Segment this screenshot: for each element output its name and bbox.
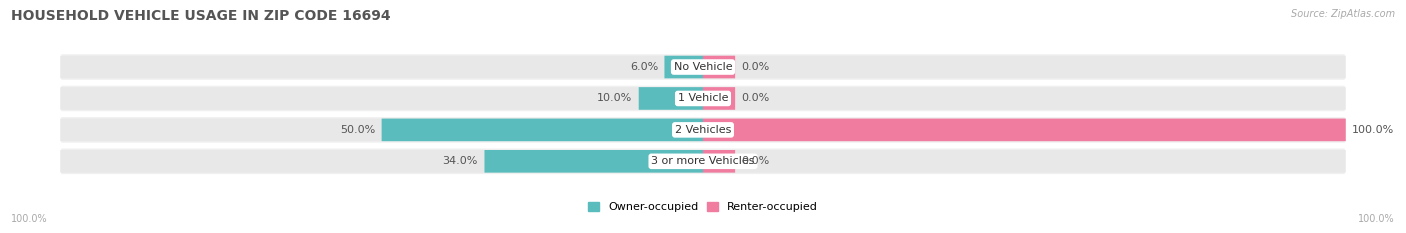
FancyBboxPatch shape: [60, 116, 1346, 144]
FancyBboxPatch shape: [485, 150, 703, 173]
FancyBboxPatch shape: [60, 150, 703, 173]
Text: 100.0%: 100.0%: [1358, 214, 1395, 224]
Text: 1 Vehicle: 1 Vehicle: [678, 93, 728, 103]
FancyBboxPatch shape: [60, 56, 703, 78]
FancyBboxPatch shape: [703, 119, 1346, 141]
FancyBboxPatch shape: [703, 87, 735, 110]
Text: No Vehicle: No Vehicle: [673, 62, 733, 72]
Text: 100.0%: 100.0%: [1353, 125, 1395, 135]
FancyBboxPatch shape: [703, 56, 735, 78]
FancyBboxPatch shape: [703, 56, 1346, 78]
FancyBboxPatch shape: [60, 119, 703, 141]
FancyBboxPatch shape: [665, 56, 703, 78]
Text: 0.0%: 0.0%: [741, 93, 770, 103]
FancyBboxPatch shape: [60, 147, 1346, 175]
FancyBboxPatch shape: [60, 85, 1346, 112]
Text: 50.0%: 50.0%: [340, 125, 375, 135]
FancyBboxPatch shape: [638, 87, 703, 110]
FancyBboxPatch shape: [703, 119, 1346, 141]
Text: Source: ZipAtlas.com: Source: ZipAtlas.com: [1291, 9, 1395, 19]
Text: 6.0%: 6.0%: [630, 62, 658, 72]
FancyBboxPatch shape: [703, 150, 1346, 173]
Text: 2 Vehicles: 2 Vehicles: [675, 125, 731, 135]
Legend: Owner-occupied, Renter-occupied: Owner-occupied, Renter-occupied: [583, 198, 823, 217]
Text: 0.0%: 0.0%: [741, 156, 770, 166]
FancyBboxPatch shape: [703, 87, 1346, 110]
Text: 10.0%: 10.0%: [598, 93, 633, 103]
FancyBboxPatch shape: [60, 87, 703, 110]
Text: 100.0%: 100.0%: [11, 214, 48, 224]
Text: 0.0%: 0.0%: [741, 62, 770, 72]
Text: HOUSEHOLD VEHICLE USAGE IN ZIP CODE 16694: HOUSEHOLD VEHICLE USAGE IN ZIP CODE 1669…: [11, 9, 391, 23]
FancyBboxPatch shape: [60, 53, 1346, 81]
FancyBboxPatch shape: [703, 150, 735, 173]
Text: 3 or more Vehicles: 3 or more Vehicles: [651, 156, 755, 166]
Text: 34.0%: 34.0%: [443, 156, 478, 166]
FancyBboxPatch shape: [381, 119, 703, 141]
